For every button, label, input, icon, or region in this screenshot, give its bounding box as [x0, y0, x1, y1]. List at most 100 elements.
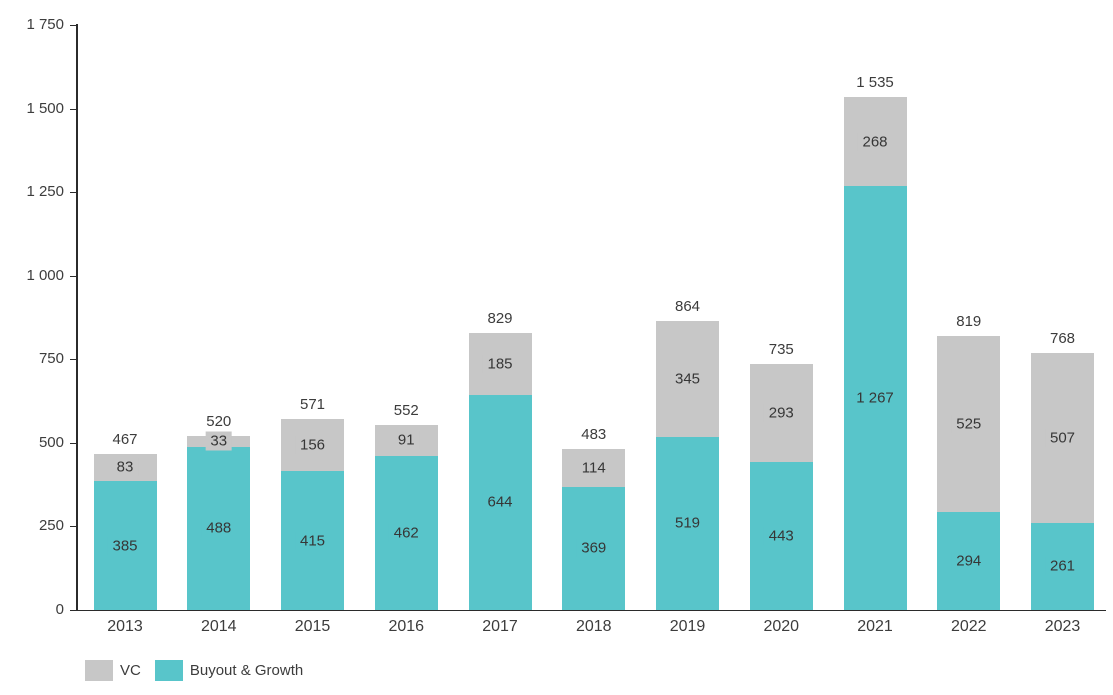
bar-group-2018: 369 114 483 [562, 24, 626, 610]
y-axis-tick-label: 1 000 [26, 266, 64, 284]
bar-segment-buyout-growth: 443 [749, 461, 813, 610]
y-axis-tick [70, 526, 77, 528]
bar-segment-vc: 268 [843, 96, 907, 187]
legend-item: VC [85, 660, 141, 681]
y-axis-tick [70, 275, 77, 277]
bar-group-2014: 488 33 520 [187, 24, 251, 610]
y-axis-line [76, 24, 78, 611]
bar-value-label: 525 [951, 414, 987, 434]
bar-group-2017: 644 185 829 [468, 24, 532, 610]
x-axis-label: 2015 [294, 618, 331, 635]
bar-segment-buyout-growth: 488 [187, 446, 251, 610]
bar-segment-buyout-growth: 415 [281, 471, 344, 610]
y-axis-tick [70, 108, 77, 110]
bar-value-label: 462 [388, 523, 424, 543]
bar-value-label: 345 [669, 369, 706, 389]
bar-value-label: 507 [1044, 428, 1081, 448]
bar-segment-vc: 293 [749, 363, 813, 462]
bar-value-label: 83 [111, 457, 139, 477]
x-axis-label: 2023 [1044, 618, 1081, 635]
bar-value-label: 91 [392, 430, 420, 450]
bar-total-label: 483 [581, 425, 607, 443]
bar-segment-vc: 114 [562, 448, 626, 487]
bar-segment-vc: 156 [281, 419, 344, 472]
bar-segment-vc: 507 [1031, 353, 1094, 523]
bar-value-label: 519 [669, 513, 706, 533]
bar-value-label: 488 [201, 518, 237, 538]
bar-total-label: 571 [299, 396, 326, 414]
y-axis-tick-label: 750 [38, 350, 64, 368]
bar-segment-vc: 83 [93, 453, 157, 482]
y-axis-tick [70, 359, 77, 361]
bar-value-label: 294 [951, 551, 987, 571]
bar-segment-vc: 525 [937, 336, 1001, 512]
y-axis-tick [70, 610, 77, 611]
bar-value-label: 385 [107, 536, 143, 556]
bar-group-2019: 519 345 864 [656, 24, 719, 610]
bar-total-label: 735 [768, 340, 794, 358]
y-axis-tick-label: 250 [38, 517, 64, 535]
y-axis-tick-label: 1 500 [26, 99, 64, 117]
y-axis-tick [70, 442, 77, 444]
bar-value-label: 261 [1044, 556, 1081, 576]
bar-value-label: 114 [576, 458, 611, 478]
bar-total-label: 864 [674, 298, 701, 316]
bar-value-label: 644 [482, 492, 518, 512]
x-axis-label: 2013 [107, 618, 143, 635]
x-axis-label: 2016 [388, 618, 425, 635]
bar-segment-buyout-growth: 462 [374, 455, 438, 610]
legend-label: VC [120, 662, 141, 679]
bar-total-label: 829 [487, 309, 513, 327]
bar-value-label: 369 [576, 538, 612, 558]
bar-group-2013: 385 83 467 [93, 24, 157, 610]
bar-value-label: 156 [294, 435, 331, 455]
y-axis-tick-label: 500 [38, 433, 64, 451]
legend: VC Buyout & Growth [85, 660, 303, 681]
bar-segment-buyout-growth: 1 267 [843, 186, 907, 610]
bar-total-label: 552 [393, 402, 419, 420]
x-axis-label: 2018 [575, 618, 612, 635]
bar-group-2023: 261 507 768 [1031, 24, 1094, 610]
bar-segment-buyout-growth: 385 [93, 481, 157, 610]
x-axis-label: 2014 [200, 618, 237, 635]
legend-item: Buyout & Growth [154, 660, 304, 681]
y-axis-tick [70, 192, 77, 194]
bar-segment-buyout-growth: 369 [562, 486, 626, 610]
bar-total-label: 520 [206, 412, 232, 430]
x-axis-line [76, 609, 1106, 611]
x-axis-label: 2022 [950, 618, 987, 635]
bar-group-2021: 1 267 268 1 535 [843, 24, 907, 610]
legend-label: Buyout & Growth [189, 662, 304, 679]
bar-value-label: 443 [763, 526, 799, 546]
bar-group-2022: 294 525 819 [937, 24, 1001, 610]
bar-total-label: 819 [956, 313, 982, 331]
bar-group-2020: 443 293 735 [749, 24, 813, 610]
bar-group-2016: 462 91 552 [374, 24, 438, 610]
bar-segment-vc: 33 [187, 431, 251, 451]
y-axis-tick-label: 0 [55, 601, 64, 618]
bar-value-label: 185 [482, 354, 518, 374]
bar-value-label: 33 [205, 431, 233, 451]
bar-total-label: 467 [112, 430, 138, 448]
bar-segment-vc: 345 [656, 321, 719, 437]
y-axis-tick-label: 1 750 [26, 16, 64, 33]
bar-segment-buyout-growth: 261 [1031, 522, 1094, 610]
bar-group-2015: 415 156 571 [281, 24, 344, 610]
bar-segment-buyout-growth: 519 [656, 436, 719, 610]
bar-value-label: 268 [857, 132, 893, 152]
bar-segment-vc: 91 [374, 425, 438, 456]
bar-segment-vc: 185 [468, 332, 532, 395]
legend-swatch [154, 660, 183, 681]
bar-segment-buyout-growth: 644 [468, 394, 532, 610]
bar-segment-buyout-growth: 294 [937, 511, 1001, 610]
bar-value-label: 293 [763, 403, 799, 423]
bar-value-label: 415 [294, 531, 331, 551]
x-axis-label: 2017 [482, 618, 518, 635]
x-axis-label: 2021 [857, 618, 893, 635]
bar-total-label: 1 535 [856, 73, 894, 91]
bar-value-label: 1 267 [851, 388, 899, 408]
y-axis-tick [70, 25, 77, 26]
x-axis-label: 2020 [763, 618, 800, 635]
bar-total-label: 768 [1049, 330, 1076, 348]
